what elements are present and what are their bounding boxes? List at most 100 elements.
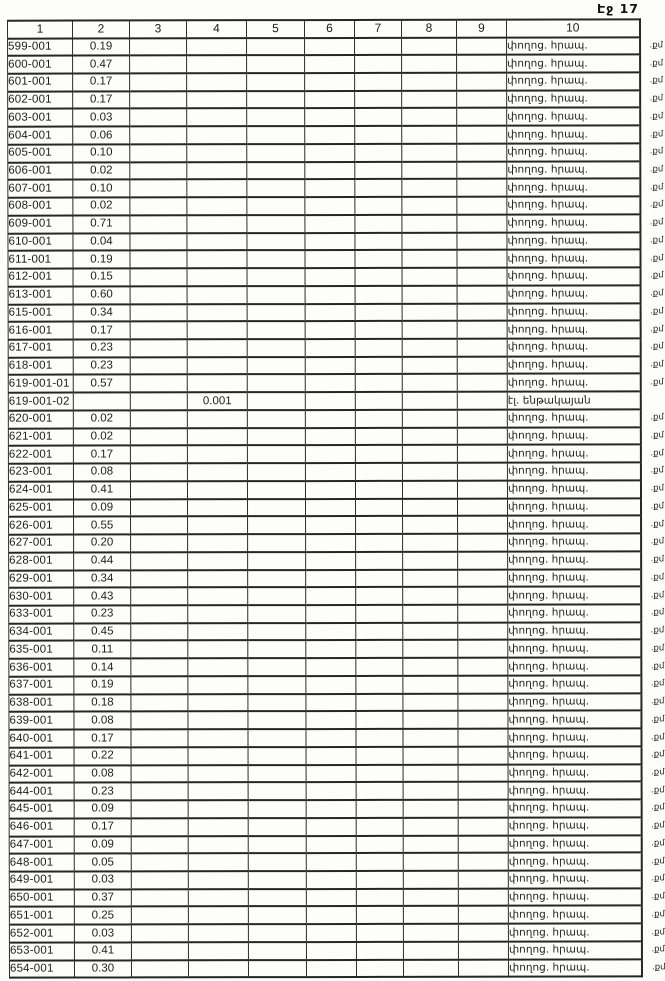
cell-col9: [457, 728, 509, 747]
cell-col3: [131, 764, 189, 783]
cell-id: 626-001: [8, 516, 74, 535]
cell-col5: [247, 303, 306, 322]
cell-id: 604-001: [7, 126, 73, 145]
cell-col5: [248, 817, 307, 836]
margin-note: .քմ: [649, 217, 664, 228]
cell-col2: 0.44: [73, 552, 131, 571]
cell-col4: [187, 729, 249, 748]
cell-col7: [354, 37, 402, 56]
cell-id: 649-001: [9, 871, 75, 890]
cell-col2: 0.25: [74, 906, 132, 925]
margin-note: .քմ: [649, 182, 664, 193]
cell-col2: 0.43: [73, 587, 131, 606]
cell-col7: [355, 533, 403, 552]
cell-col9: [457, 498, 508, 517]
cell-id: 619-001-02: [8, 392, 74, 411]
margin-note: .քմ: [651, 926, 665, 937]
cell-col3: [130, 569, 188, 588]
cell-col4: [187, 374, 248, 393]
cell-col3: [129, 73, 187, 92]
cell-col9: [457, 303, 508, 321]
cell-col5: [247, 339, 306, 357]
cell-col2: 0.03: [74, 924, 132, 943]
cell-col2: 0.03: [74, 871, 132, 890]
cell-note: փողոց. հրապ.: [508, 923, 642, 942]
table-row: 641-001 0.22 փողոց. հրապ. .քմ: [9, 746, 665, 766]
cell-col2: 0.03: [72, 108, 130, 127]
cell-note: էլ. ենթակայան: [507, 391, 641, 410]
cell-col3: [129, 144, 187, 163]
cell-col3: [130, 481, 188, 500]
cell-col6: [305, 569, 356, 588]
cell-col4: [187, 285, 248, 304]
cell-col6: [305, 445, 356, 464]
cell-col9: [456, 214, 507, 233]
cell-col2: 0.09: [73, 499, 131, 517]
cell-col6: [305, 303, 356, 322]
cell-col6: [304, 72, 355, 91]
margin-note: .քմ: [649, 40, 664, 51]
cell-col4: [186, 179, 247, 198]
cell-col8: [403, 906, 459, 925]
cell-col3: [130, 286, 188, 304]
cell-col3: [130, 321, 188, 340]
cell-col2: 0.17: [73, 445, 131, 464]
cell-col5: [246, 126, 305, 145]
cell-col7: [354, 214, 402, 233]
cell-col8: [401, 196, 457, 215]
margin-note: .քմ: [650, 412, 664, 423]
cell-note: փողոց. հրապ.: [508, 941, 642, 960]
table-row: 600-001 0.47 փողոց. հրապ. .քմ: [7, 54, 664, 74]
cell-id: 608-001: [7, 197, 73, 216]
cell-note: փողոց. հրապ.: [507, 693, 641, 712]
cell-col8: [401, 214, 457, 233]
cell-id: 648-001: [9, 853, 75, 872]
cell-col3: [130, 427, 188, 446]
table-row: 625-001 0.09 փողոց. հրապ. .քմ: [8, 497, 665, 518]
margin-note: .քմ: [650, 536, 665, 547]
cell-col3: [129, 55, 187, 74]
cell-col2: 0.11: [73, 640, 131, 659]
table-row: 648-001 0.05 փողոց. հրապ. .քմ: [9, 852, 665, 872]
cell-col2: 0.04: [72, 233, 130, 251]
cell-col4: [186, 37, 247, 56]
cell-note: փողոց. հրապ.: [508, 781, 642, 800]
cell-note: փողոց. հրապ.: [507, 568, 641, 587]
header-col-8: 8: [401, 19, 457, 38]
cell-col9: [456, 232, 507, 251]
cell-col7: [356, 835, 404, 854]
cell-col9: [458, 852, 509, 871]
cell-col5: [248, 853, 307, 872]
cell-col4: [187, 303, 248, 322]
cell-col8: [401, 232, 457, 251]
cell-col3: [130, 463, 188, 482]
cell-col3: [130, 605, 188, 624]
table-row: 645-001 0.09 փողոց. հրապ. .քմ: [9, 799, 665, 819]
cell-col3: [129, 161, 187, 180]
cell-col6: [304, 214, 355, 233]
cell-col6: [306, 959, 357, 978]
cell-col4: [188, 764, 249, 783]
cell-col5: [247, 640, 306, 659]
table-row: 621-001 0.02 փողոց. հրապ. .քմ: [8, 427, 664, 447]
margin-note: .քմ: [650, 589, 665, 600]
cell-id: 610-001: [7, 233, 73, 251]
cell-col2: 0.17: [73, 729, 132, 748]
cell-col2: 0.19: [73, 676, 131, 695]
cell-col4: [186, 90, 247, 109]
table-body: 599-001 0.19 փողոց. հրապ. .քմ 600-001 0.47 փող…: [7, 36, 665, 979]
cell-col2: 0.17: [72, 91, 130, 109]
cell-col3: [131, 835, 189, 854]
cell-col2: 0.19: [72, 250, 131, 269]
cell-col4: [188, 853, 249, 872]
cell-col9: [457, 515, 508, 534]
cell-col2: 0.41: [73, 481, 131, 500]
cell-note: փողոց. հրապ.: [507, 622, 641, 641]
cell-col2: 0.06: [72, 126, 130, 145]
cell-col8: [401, 72, 457, 91]
cell-note: փողոց. հրապ.: [506, 196, 640, 215]
margin-note: .քմ: [651, 767, 665, 778]
cell-id: 619-001-01: [8, 375, 74, 393]
cell-col6: [304, 232, 355, 251]
table-row: 619-001-02 0.001 էլ. ենթակայան: [8, 391, 664, 411]
